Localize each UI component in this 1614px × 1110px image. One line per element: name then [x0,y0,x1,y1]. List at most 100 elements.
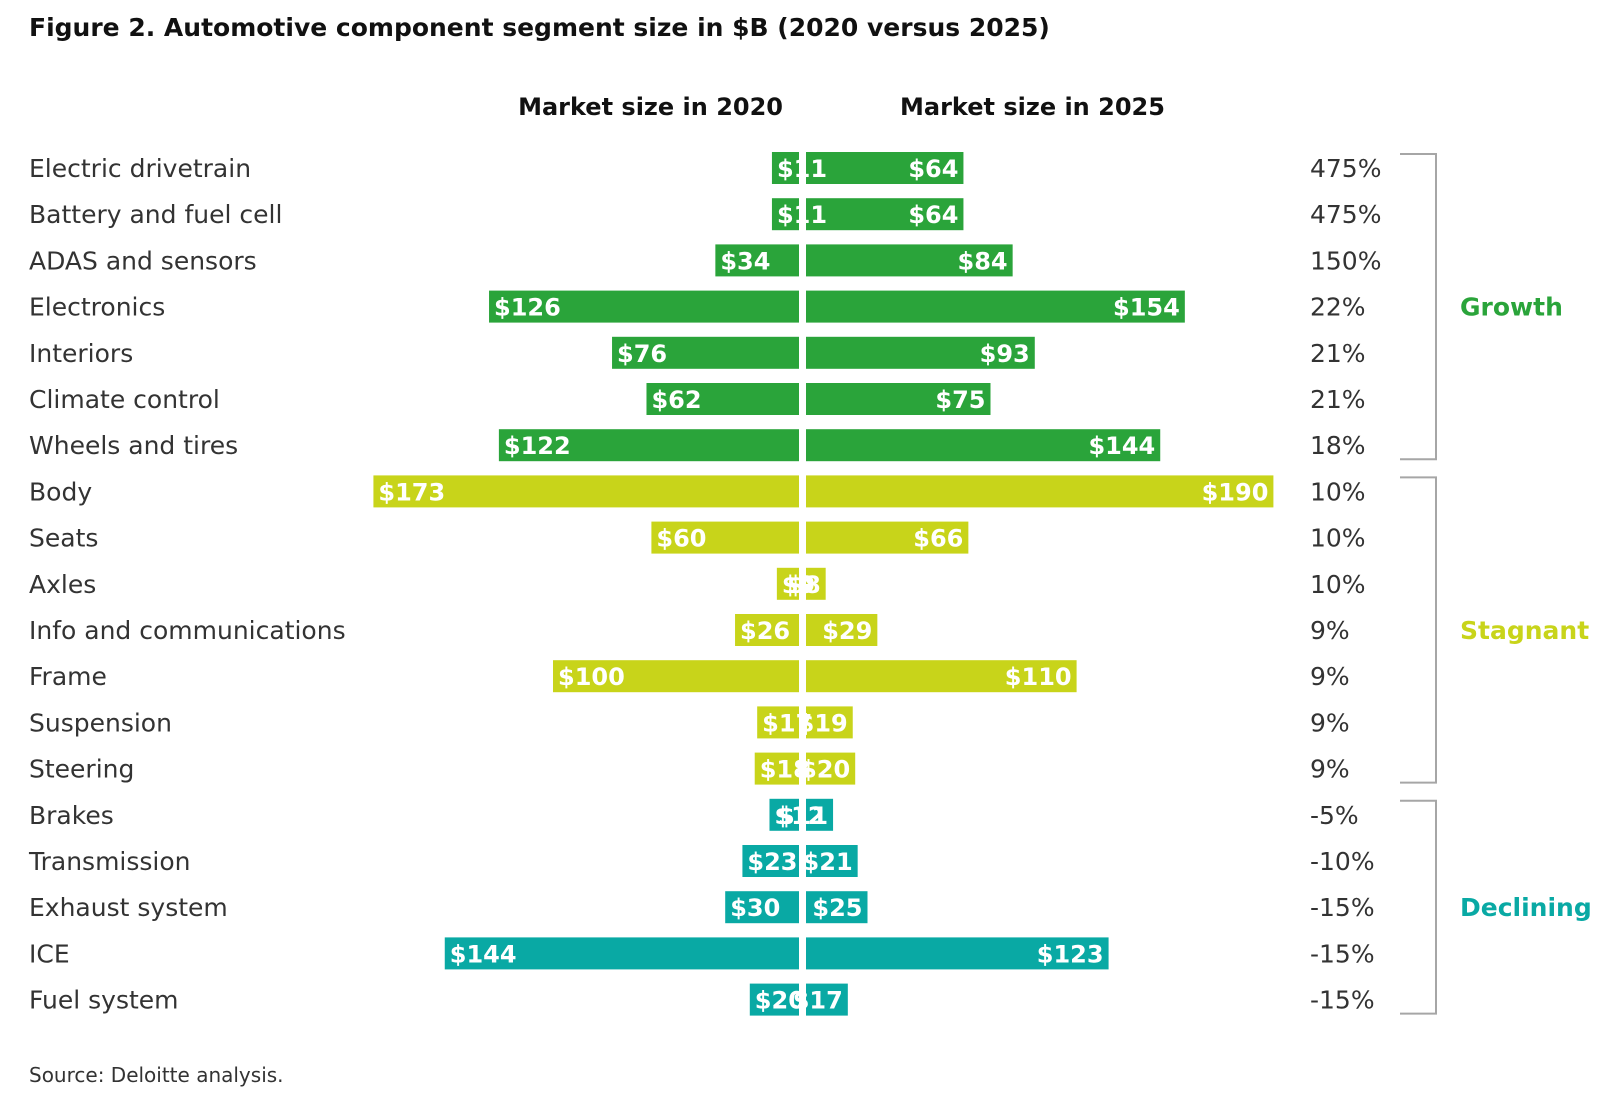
category-label: ADAS and sensors [29,246,257,275]
bar-2025 [806,937,1109,970]
category-label: Electronics [29,293,165,322]
chart-row: Wheels and tires $122 $144 18% [29,429,1366,462]
value-label-2025: $64 [908,155,958,183]
growth-percent: 21% [1310,385,1366,414]
category-label: Steering [29,755,134,784]
bar-2020 [612,336,799,369]
bar-2020 [373,475,799,508]
bar-2020 [725,891,799,924]
category-label: ICE [29,939,70,968]
bar-2020 [651,521,799,554]
chart-row: Electronics $126 $154 22% [29,290,1366,323]
bar-2025 [806,521,969,554]
value-label-2020: $23 [747,848,797,876]
bar-2020 [754,752,799,785]
chart-row: Exhaust system $30 $25 -15% [29,891,1375,924]
growth-percent: -5% [1310,801,1359,830]
value-label-2025: $11 [778,802,828,830]
bar-2020 [757,706,799,739]
category-label: Wheels and tires [29,431,238,460]
value-label-2020: $11 [777,201,827,229]
chart-title: Figure 2. Automotive component segment s… [29,13,1050,42]
value-label-2020: $100 [558,663,625,691]
bar-2025 [806,567,826,600]
chart-row: Axles $9$8 10% [29,567,1366,600]
bar-2025 [806,845,858,877]
group-bracket [1400,153,1437,461]
value-label-2020: $173 [378,478,445,506]
growth-percent: 18% [1310,431,1366,460]
bar-2020 [776,567,799,600]
value-label-2025: $190 [1202,478,1269,506]
bar-2020 [646,383,799,415]
chart-row: Steering $18$20 9% [29,752,1350,785]
value-label-2020: $126 [494,294,561,322]
bar-2020 [444,937,799,970]
chart-row: Body $173 $190 10% [29,475,1366,508]
value-label-2025: $64 [908,201,958,229]
bar-2025 [806,152,964,184]
bar-2020 [489,290,799,323]
value-label-2025: $66 [913,525,963,553]
chart-row: Info and communications $26 $29 9% [29,614,1350,646]
bar-2020 [771,152,799,184]
chart-row: ADAS and sensors $34 $84 150% [29,244,1381,277]
value-label-2025: $110 [1005,663,1072,691]
category-label: Suspension [29,708,172,737]
bar-2025 [806,198,964,231]
value-label-2025: $19 [798,709,848,737]
value-label-2025: $93 [980,340,1030,368]
chart-row: Frame $100 $110 9% [29,660,1350,693]
category-label: Brakes [29,801,114,830]
growth-percent: 475% [1310,200,1381,229]
bar-2025 [806,660,1077,693]
growth-percent: -15% [1310,893,1375,922]
group-brackets: Growth Stagnant Declining [1400,153,1592,1015]
bar-2020 [749,983,799,1016]
bar-2020 [715,244,799,277]
chart-row: ICE $144 $123 -15% [29,937,1375,970]
growth-percent: -10% [1310,847,1375,876]
value-label-2020: $144 [450,940,517,968]
chart-row: Brakes $12$11 -5% [29,798,1359,831]
source-note: Source: Deloitte analysis. [29,1063,284,1087]
bar-2025 [806,891,868,924]
value-label-2025: $25 [812,894,862,922]
value-label-2020: $11 [777,155,827,183]
category-label: Exhaust system [29,893,228,922]
growth-percent: 150% [1310,246,1381,275]
value-label-2020: $18 [760,756,810,784]
value-label-2020: $76 [617,340,667,368]
bar-2025 [806,475,1274,508]
group-label: Declining [1460,893,1592,922]
group-label: Stagnant [1460,616,1589,645]
value-label-2025: $123 [1037,940,1104,968]
bar-2025 [806,336,1035,369]
category-label: Frame [29,662,107,691]
growth-percent: 9% [1310,755,1350,784]
group-bracket [1400,476,1437,784]
chart-row: Transmission $23 $21 -10% [28,845,1375,877]
bar-2020 [735,614,799,646]
column-header-2020: Market size in 2020 [518,93,783,121]
category-label: Climate control [29,385,220,414]
chart-row: Battery and fuel cell $11 $64 475% [29,198,1381,231]
bar-2020 [769,798,799,831]
bar-2025 [806,983,848,1016]
growth-percent: 21% [1310,339,1366,368]
growth-percent: 9% [1310,616,1350,645]
value-label-2025: $75 [935,386,985,414]
growth-percent: 22% [1310,293,1366,322]
value-label-2020: $26 [740,617,790,645]
column-header-2025: Market size in 2025 [900,93,1165,121]
bar-2020 [553,660,799,693]
category-label: Body [29,477,92,506]
bar-2025 [806,752,856,785]
bar-2020 [742,845,799,877]
bar-2025 [806,614,878,646]
bar-2020 [771,198,799,231]
value-label-2025: $154 [1113,294,1180,322]
bar-2025 [806,290,1185,323]
value-label-2020: $34 [720,247,770,275]
chart-row: Suspension $17$19 9% [29,706,1350,739]
